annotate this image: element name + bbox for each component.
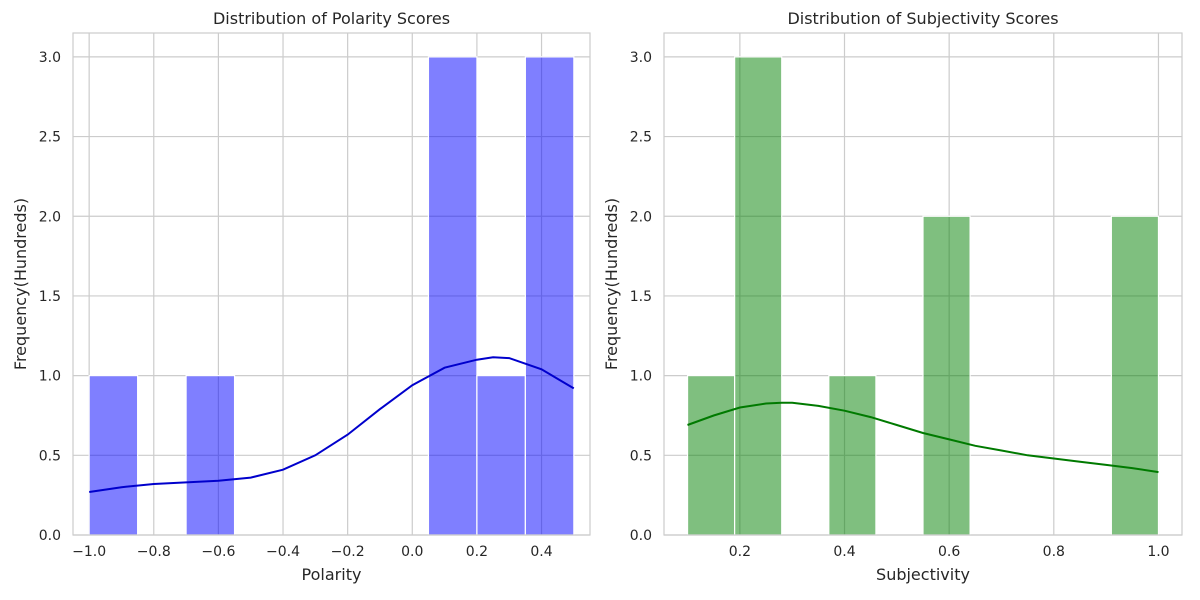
polarity-y-axis-label: Frequency(Hundreds)	[11, 198, 30, 370]
subjectivity-y-axis-label: Frequency(Hundreds)	[602, 198, 621, 370]
subjectivity-chart: 0.2 0.4 0.6 0.8 1.0 0.0 0.5 1.0 1.5 2.0 2.5 3.0 Di…	[602, 9, 1183, 584]
subjectivity-bar-9	[1110, 215, 1160, 536]
polarity-chart: −1.0 −0.8 −0.6 −0.4 −0.2 0.0 0.2 0.4 0.0 0.5 1.0 1…	[11, 9, 591, 584]
polarity-y-tick-label: 1.5	[39, 289, 61, 305]
polarity-x-tick-label: −0.4	[266, 544, 300, 560]
polarity-kde-line	[89, 356, 575, 493]
subjectivity-x-tick-label: 0.6	[938, 544, 960, 560]
polarity-x-tick-label: 0.0	[401, 544, 423, 560]
polarity-plot-frame	[72, 32, 591, 536]
polarity-y-tick-label: 0.0	[39, 528, 61, 544]
subjectivity-bar-3	[828, 375, 877, 536]
polarity-bar-2	[185, 375, 236, 536]
subjectivity-bar-1	[734, 56, 783, 536]
subjectivity-chart-title: Distribution of Subjectivity Scores	[787, 9, 1058, 28]
subjectivity-y-tick-label: 1.0	[630, 369, 652, 385]
subjectivity-y-tick-label: 2.5	[630, 130, 652, 146]
subjectivity-bar-5	[922, 215, 971, 536]
polarity-x-tick-label: −1.0	[72, 544, 106, 560]
polarity-bar-8	[476, 375, 526, 536]
subjectivity-y-tick-label: 2.0	[630, 209, 652, 225]
subjectivity-x-tick-label: 0.8	[1043, 544, 1065, 560]
polarity-y-tick-label: 0.5	[39, 448, 61, 464]
polarity-x-tick-label: 0.2	[466, 544, 488, 560]
subjectivity-kde-line	[687, 401, 1159, 474]
subjectivity-y-tick-label: 0.5	[630, 448, 652, 464]
polarity-x-tick-label: −0.8	[137, 544, 171, 560]
polarity-bar-0	[88, 375, 139, 536]
polarity-x-tick-label: −0.6	[201, 544, 235, 560]
subjectivity-x-tick-label: 0.2	[729, 544, 751, 560]
subjectivity-bar-0	[686, 375, 736, 536]
subjectivity-y-tick-label: 3.0	[630, 50, 652, 66]
subjectivity-y-tick-label: 1.5	[630, 289, 652, 305]
polarity-x-tick-label: −0.2	[331, 544, 365, 560]
subjectivity-x-tick-label: 0.4	[833, 544, 855, 560]
polarity-y-tick-label: 2.0	[39, 209, 61, 225]
polarity-x-tick-label: 0.4	[530, 544, 552, 560]
subjectivity-x-tick-label: 1.0	[1147, 544, 1169, 560]
polarity-y-tick-label: 1.0	[39, 369, 61, 385]
subjectivity-y-tick-label: 0.0	[630, 528, 652, 544]
polarity-chart-title: Distribution of Polarity Scores	[213, 9, 450, 28]
subjectivity-x-axis-label: Subjectivity	[876, 565, 970, 584]
subjectivity-plot-frame	[663, 32, 1183, 536]
polarity-bar-7	[427, 56, 478, 536]
polarity-y-tick-label: 3.0	[39, 50, 61, 66]
polarity-bar-9	[524, 56, 575, 536]
polarity-y-tick-label: 2.5	[39, 130, 61, 146]
polarity-x-axis-label: Polarity	[302, 565, 362, 584]
